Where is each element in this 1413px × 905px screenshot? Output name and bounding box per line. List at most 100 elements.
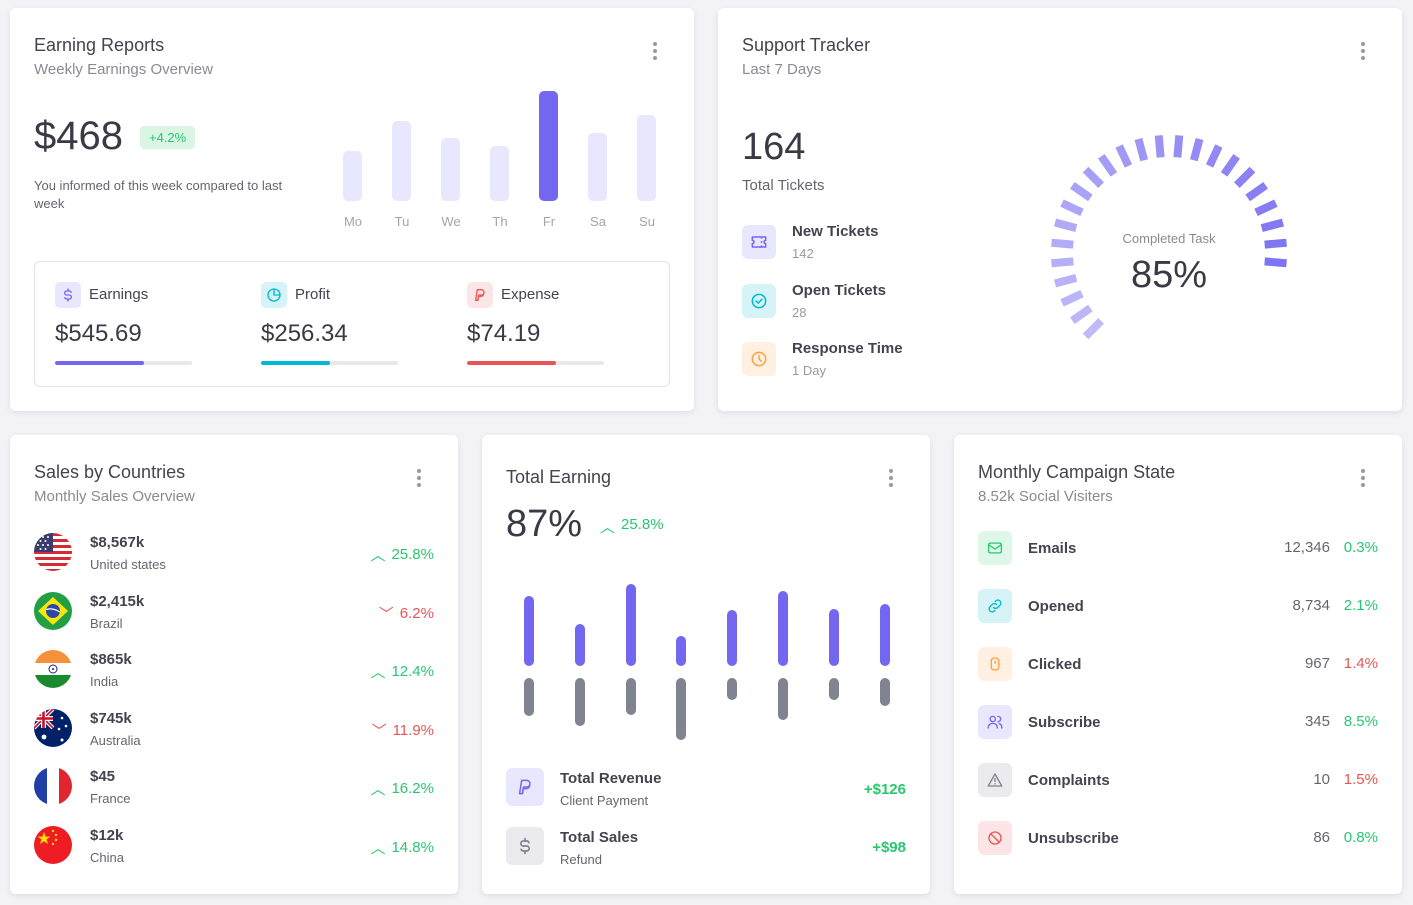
earning-reports-card: Earning Reports Weekly Earnings Overview… <box>10 8 694 411</box>
more-options-icon[interactable] <box>645 40 665 62</box>
weekly-bar-label: Fr <box>542 214 556 229</box>
more-options-icon[interactable] <box>409 467 429 489</box>
gauge-segment <box>1053 273 1078 288</box>
total-revenue-value: +$126 <box>863 781 906 798</box>
earning-bar[interactable] <box>727 610 738 666</box>
in-flag-icon <box>34 650 72 688</box>
expense-bar[interactable] <box>574 678 585 726</box>
expense-bar[interactable] <box>879 678 890 706</box>
total-earning-change: ︿ 25.8% <box>600 516 664 537</box>
country-change: ︿ 14.8% <box>370 837 434 858</box>
campaign-label: Complaints <box>1028 772 1110 789</box>
total-earning-card: Total Earning 87% ︿ 25.8% Total Revenue C… <box>482 435 930 894</box>
earning-bar[interactable] <box>828 609 839 666</box>
weekly-bar-label: Sa <box>590 214 606 229</box>
expense-bar[interactable] <box>676 678 687 740</box>
gauge-segment <box>1220 154 1240 177</box>
campaign-percent: 1.4% <box>1343 655 1378 672</box>
pie-chart-icon <box>261 282 287 308</box>
campaign-label: Emails <box>1028 540 1077 557</box>
country-name: Australia <box>90 733 141 748</box>
expense-bar[interactable] <box>828 678 839 700</box>
chevron-up-icon: ︿ <box>370 781 386 798</box>
gauge-segment <box>1070 182 1093 202</box>
earning-bar[interactable] <box>625 584 636 666</box>
monthly-campaign-card: Monthly Campaign State 8.52k Social Visi… <box>954 435 1402 894</box>
weekly-bar[interactable] <box>539 91 558 201</box>
more-options-icon[interactable] <box>881 467 901 489</box>
gauge-segment <box>1134 137 1149 162</box>
earnings-amount: $545.69 <box>55 320 142 347</box>
mail-icon <box>978 531 1012 565</box>
weekly-bar-label: Th <box>492 214 508 229</box>
more-options-icon[interactable] <box>1353 40 1373 62</box>
expense-bar[interactable] <box>778 678 788 720</box>
country-name: Brazil <box>90 616 123 631</box>
change-value: 14.8% <box>391 839 434 856</box>
weekly-bar[interactable] <box>392 121 411 201</box>
au-flag-icon <box>34 709 72 747</box>
country-name: China <box>90 850 124 865</box>
weekly-bar-label: Mo <box>343 214 363 229</box>
earning-bar[interactable] <box>879 604 890 666</box>
chevron-up-icon: ︿ <box>370 547 386 564</box>
gauge-segment <box>1051 238 1074 249</box>
earning-bar[interactable] <box>676 636 687 666</box>
br-flag-icon <box>34 592 72 630</box>
expense-bar[interactable] <box>625 678 636 715</box>
chevron-up-icon: ︿ <box>600 519 616 536</box>
country-amount: $8,567k <box>90 534 145 551</box>
earning-note: You informed of this week compared to la… <box>34 178 283 211</box>
gauge-segment <box>1234 166 1256 188</box>
gauge-segment <box>1264 257 1287 268</box>
gauge-segment <box>1189 137 1204 162</box>
chevron-down-icon: ﹀ <box>378 606 394 623</box>
country-amount: $745k <box>90 710 132 727</box>
weekly-bar[interactable] <box>343 151 362 201</box>
weekly-bar[interactable] <box>490 146 509 201</box>
weekly-bar[interactable] <box>637 115 656 201</box>
gauge-segment <box>1098 154 1118 177</box>
gauge-segment <box>1082 166 1104 188</box>
country-change: ︿ 16.2% <box>370 778 434 799</box>
earning-bar[interactable] <box>778 591 788 666</box>
more-options-icon[interactable] <box>1353 467 1373 489</box>
gauge-segment <box>1245 182 1268 202</box>
weekly-bar[interactable] <box>588 133 607 201</box>
card-subtitle: Monthly Sales Overview <box>34 488 195 505</box>
card-title: Monthly Campaign State <box>978 462 1176 482</box>
gauge-segment <box>1260 218 1285 233</box>
total-sales-value: +$98 <box>872 839 906 856</box>
earning-amount: $468 <box>34 114 123 158</box>
total-tickets-label: Total Tickets <box>742 177 825 194</box>
expense-bar[interactable] <box>727 678 738 700</box>
response-time-title: Response Time <box>792 340 903 357</box>
circle-check-icon <box>742 284 776 318</box>
dollar-icon <box>506 827 544 865</box>
weekly-bar[interactable] <box>441 138 460 201</box>
campaign-count: 86 <box>1313 829 1330 846</box>
campaign-count: 345 <box>1304 713 1330 730</box>
cn-flag-icon <box>34 826 72 864</box>
campaign-count: 967 <box>1304 655 1330 672</box>
gauge-segment <box>1070 304 1093 324</box>
open-tickets-value: 28 <box>792 305 807 320</box>
ticket-icon <box>742 225 776 259</box>
chevron-up-icon: ︿ <box>370 664 386 681</box>
gauge-segment <box>1115 144 1133 168</box>
chevron-up-icon: ︿ <box>370 840 386 857</box>
country-amount: $12k <box>90 827 124 844</box>
total-revenue-sub: Client Payment <box>560 793 649 808</box>
country-name: United states <box>90 557 166 572</box>
expense-bar[interactable] <box>524 678 534 716</box>
country-name: India <box>90 674 119 689</box>
gauge-segment <box>1234 318 1256 340</box>
earning-bar[interactable] <box>574 624 585 666</box>
earnings-progress <box>55 361 192 365</box>
new-tickets-value: 142 <box>792 246 814 261</box>
gauge-segment <box>1173 135 1184 158</box>
clock-icon <box>742 342 776 376</box>
card-title: Earning Reports <box>34 35 165 55</box>
card-title: Sales by Countries <box>34 462 186 482</box>
earning-bar[interactable] <box>524 596 534 666</box>
